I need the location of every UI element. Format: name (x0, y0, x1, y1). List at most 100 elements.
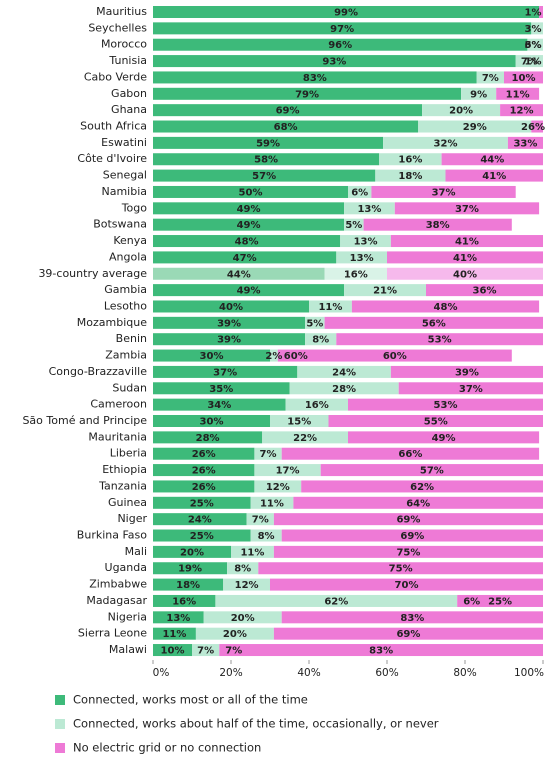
bar-segment (543, 22, 547, 34)
value-label: 32% (434, 138, 458, 149)
bar-segment (270, 415, 329, 427)
extra-label: 60% (284, 351, 308, 362)
bar-segment (336, 333, 543, 346)
bar-segment (153, 284, 345, 297)
category-label: Morocco (101, 38, 147, 51)
bar-segment (153, 365, 298, 378)
bar-segment (153, 464, 255, 477)
bar-segment (153, 153, 380, 166)
category-label: Ethiopia (102, 463, 147, 476)
bar-segment (281, 447, 540, 460)
bar-segment (153, 22, 532, 35)
bar-segment (203, 611, 282, 624)
value-label: 62% (410, 482, 434, 493)
value-label: 50% (239, 187, 263, 198)
value-label: 41% (455, 237, 479, 248)
value-label: 41% (482, 171, 506, 182)
bar-segment (457, 594, 543, 607)
bar-segment (504, 71, 543, 84)
value-label: 6% (351, 187, 368, 198)
bar-segment (153, 415, 270, 427)
value-label: 1% (525, 57, 542, 68)
bar-segment (328, 415, 543, 427)
bar-segment (153, 349, 270, 362)
category-label: Nigeria (108, 610, 147, 623)
category-label: São Tomé and Principe (22, 414, 147, 427)
bar-segment (390, 365, 543, 378)
bar-segment (153, 431, 263, 444)
category-label: Namibia (101, 185, 147, 198)
bar-segment (195, 627, 274, 640)
bar-segment (531, 120, 543, 133)
category-label: Malawi (109, 643, 147, 656)
bar-segment (153, 382, 290, 395)
value-label: 1% (525, 8, 542, 19)
value-label: 25% (488, 596, 512, 607)
category-label: Benin (116, 332, 147, 345)
value-label: 13% (354, 237, 378, 248)
bar-segment (390, 235, 543, 248)
bar-segment (153, 513, 247, 526)
bar-segment (273, 545, 543, 558)
value-label: 11% (240, 547, 264, 558)
value-label: 49% (237, 220, 261, 231)
bar-segment (273, 627, 543, 640)
value-label: 39% (217, 335, 241, 346)
value-label: 79% (295, 89, 319, 100)
bar-segment (153, 545, 231, 558)
value-label: 16% (305, 400, 329, 411)
bar-segment (527, 38, 543, 51)
value-label: 83% (400, 613, 424, 624)
category-label: Tanzania (98, 479, 147, 492)
value-label: 33% (513, 138, 537, 149)
bar-segment (375, 169, 446, 182)
bar-segment (153, 202, 345, 215)
value-label: 16% (398, 155, 422, 166)
value-label: 39% (455, 367, 479, 378)
value-label: 8% (234, 564, 251, 575)
bar-segment (348, 185, 372, 198)
value-label: 83% (303, 73, 327, 84)
bar-segment (398, 382, 543, 395)
bar-segment (507, 136, 543, 149)
bar-segment (231, 545, 274, 558)
bar-segment (305, 316, 325, 329)
category-label: Lesotho (104, 299, 147, 312)
bar-segment (371, 185, 516, 198)
value-label: 57% (252, 171, 276, 182)
value-label: 20% (180, 547, 204, 558)
legend-swatch (55, 719, 65, 729)
value-label: 11% (260, 498, 284, 509)
category-label: Mali (125, 545, 147, 558)
value-label: 3% (525, 24, 542, 35)
category-label: South Africa (80, 120, 147, 133)
category-label: Côte d'Ivoire (77, 152, 147, 165)
bar-segment (273, 513, 543, 526)
value-label: 49% (237, 286, 261, 297)
bar-segment (320, 464, 543, 477)
bar-segment (363, 218, 512, 231)
bar-segment (215, 594, 458, 607)
bar-segment (223, 578, 270, 591)
category-label: Eswatini (101, 136, 147, 149)
bar-segment (426, 284, 543, 297)
value-label: 44% (480, 155, 504, 166)
bar-segment (383, 136, 508, 149)
value-label: 13% (350, 253, 374, 264)
value-label: 58% (254, 155, 278, 166)
bar-segment (153, 267, 325, 280)
bar-segment (543, 55, 547, 67)
value-label: 30% (200, 351, 224, 362)
value-label: 17% (276, 466, 300, 477)
value-label: 26% (192, 449, 216, 460)
category-label: Guinea (108, 496, 147, 509)
bar-segment (153, 644, 192, 657)
value-label: 83% (369, 646, 393, 657)
category-label: Mauritius (96, 5, 147, 18)
bar-segment (192, 644, 220, 657)
bar-segment (219, 644, 543, 657)
value-label: 35% (209, 384, 233, 395)
bar-segment (153, 120, 419, 133)
bar-segment (285, 398, 348, 411)
